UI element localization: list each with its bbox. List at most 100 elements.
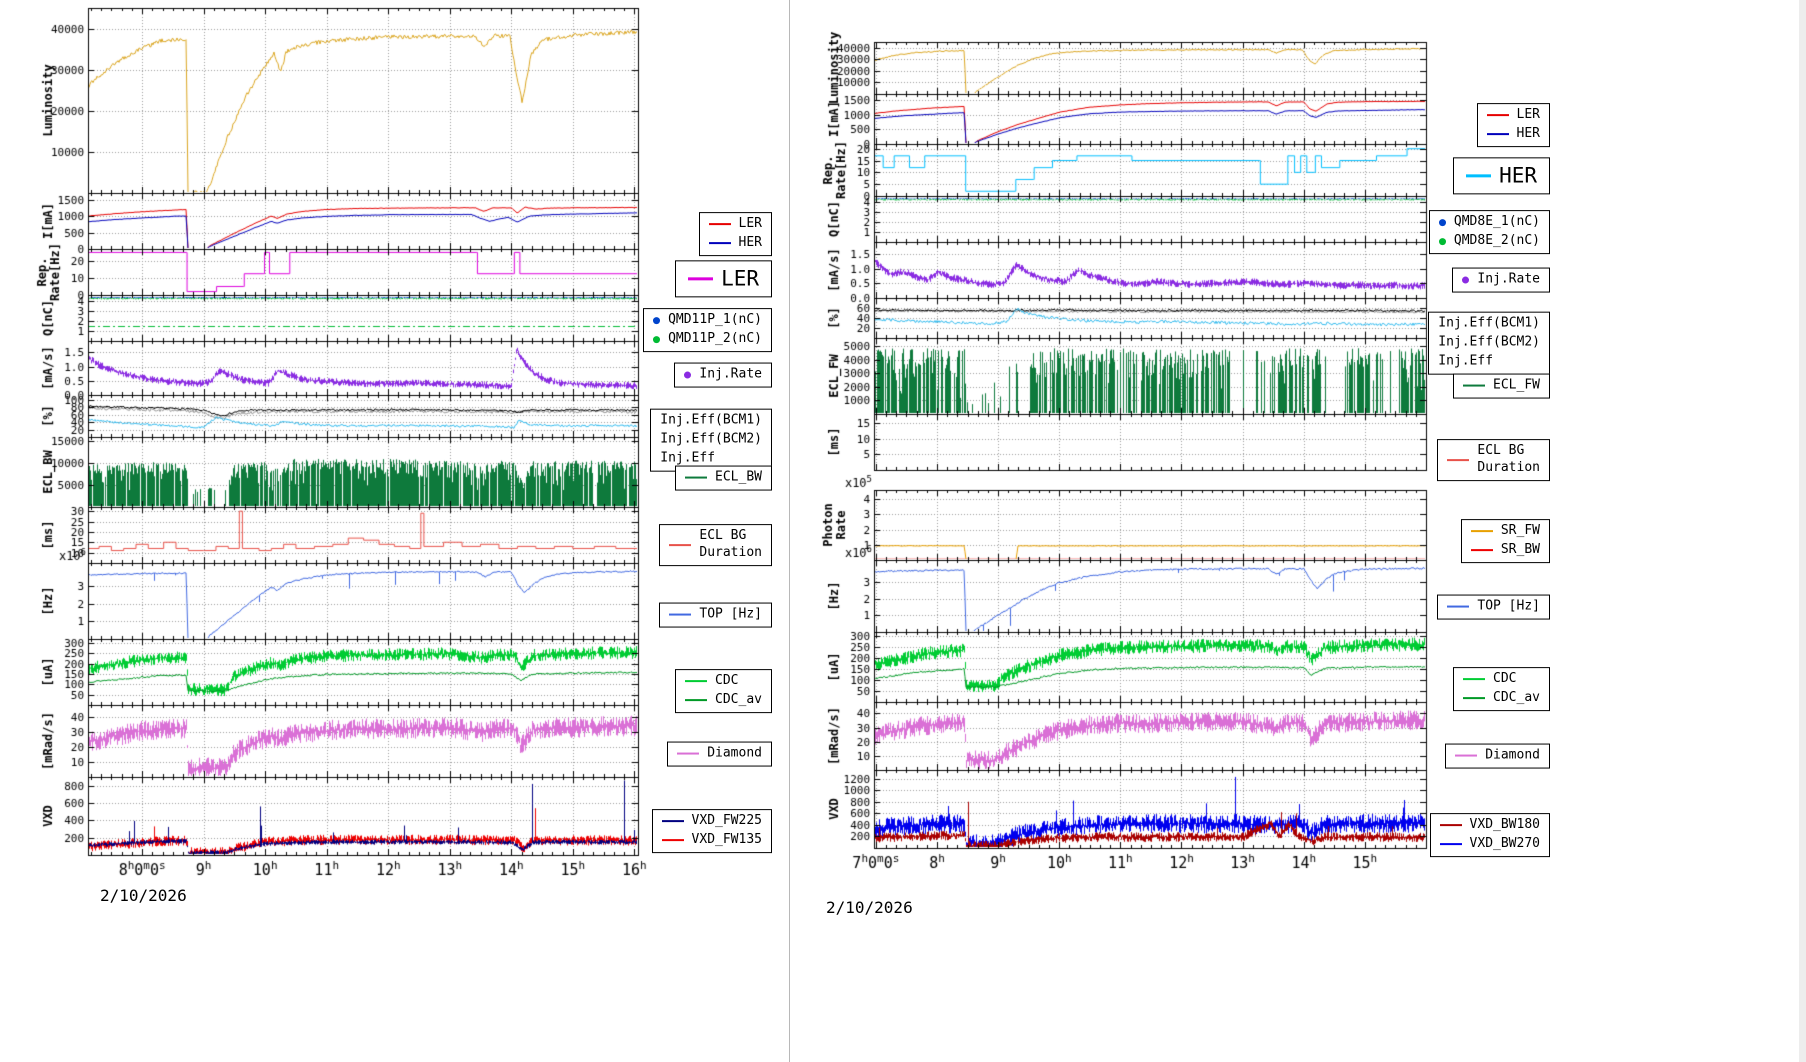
- legend-inj-rate: Inj.Rate: [674, 362, 772, 388]
- legend-label: Diamond: [707, 745, 762, 761]
- legend-label: VXD_FW225: [691, 813, 762, 829]
- legend-vxd: VXD_FW225 VXD_FW135: [651, 809, 772, 853]
- legend-ecl-bg: ECL BG Duration: [1437, 439, 1550, 481]
- legend-label: CDC: [1493, 671, 1517, 687]
- right-edge-strip: [1799, 0, 1806, 1062]
- legend-item: SR_BW: [1470, 542, 1540, 559]
- line-marker: [685, 476, 708, 479]
- date-label-left: 2/10/2026: [100, 886, 187, 905]
- legend-item: CDC: [685, 673, 762, 690]
- legend-item: VXD_BW270: [1439, 836, 1540, 853]
- legend-item: ECL BG Duration: [1447, 443, 1540, 477]
- legend-label: TOP [Hz]: [1477, 598, 1540, 614]
- legend-item: Inj.Rate: [684, 367, 762, 384]
- legend-item: VXD_BW180: [1439, 817, 1540, 834]
- line-marker: [1466, 174, 1492, 178]
- legend-item: HER: [708, 235, 762, 252]
- legend-label: Inj.Rate: [1477, 271, 1540, 287]
- legend-vxd: VXD_BW180 VXD_BW270: [1429, 813, 1550, 857]
- line-marker: [708, 223, 731, 226]
- right-plot-panel-canvas: [818, 0, 1518, 1062]
- legend-rep-rate-ler: LER: [675, 260, 772, 298]
- dot-marker: [653, 317, 661, 325]
- line-marker: [1463, 384, 1486, 387]
- legend-label: Inj.Eff(BCM2): [1438, 334, 1540, 350]
- line-marker: [1470, 549, 1493, 552]
- legend-label: SR_BW: [1500, 542, 1540, 557]
- legend-item: Diamond: [1455, 748, 1540, 765]
- legend-label: CDC: [715, 673, 739, 689]
- window-divider: [789, 0, 790, 1062]
- legend-inj-eff: Inj.Eff(BCM1) Inj.Eff(BCM2) Inj.Eff: [650, 408, 772, 472]
- line-marker: [1439, 824, 1462, 827]
- legend-item: LER: [688, 265, 759, 292]
- legend-label: QMD11P_1(nC): [668, 312, 762, 328]
- legend-item: Inj.Eff: [660, 450, 762, 467]
- legend-item: TOP [Hz]: [669, 607, 762, 624]
- legend-ecl-fw: ECL_FW: [1453, 373, 1550, 399]
- line-marker: [669, 613, 692, 616]
- line-marker: [1486, 114, 1509, 117]
- legend-item: LER: [708, 216, 762, 233]
- legend-label: Inj.Eff(BCM1): [660, 412, 762, 428]
- legend-item: Inj.Eff(BCM1): [1438, 316, 1540, 333]
- legend-top: TOP [Hz]: [1437, 594, 1550, 620]
- legend-item: ECL_BW: [685, 470, 762, 487]
- legend-label: LER: [1516, 107, 1540, 123]
- line-marker: [669, 544, 692, 546]
- line-marker: [1463, 678, 1486, 681]
- legend-label: HER: [738, 235, 762, 250]
- legend-label: VXD_FW135: [691, 832, 762, 847]
- legend-item: Diamond: [677, 746, 762, 763]
- legend-diamond: Diamond: [1445, 743, 1550, 769]
- line-marker: [1470, 530, 1493, 533]
- legend-label: Inj.Eff: [660, 450, 716, 466]
- dot-marker: [653, 335, 661, 343]
- legend-label: ECL BG Duration: [699, 528, 762, 560]
- dot-marker: [1438, 237, 1446, 245]
- legend-item: CDC_av: [685, 692, 762, 709]
- legend-label: QMD8E_1(nC): [1453, 214, 1540, 230]
- line-marker: [1447, 605, 1470, 608]
- legend-item: QMD8E_1(nC): [1438, 214, 1540, 231]
- legend-cdc: CDC CDC_av: [1453, 667, 1550, 711]
- legend-label: ECL_FW: [1493, 377, 1540, 393]
- legend-item: Inj.Eff(BCM2): [1438, 335, 1540, 352]
- legend-item: SR_FW: [1470, 523, 1540, 540]
- legend-ecl-bw: ECL_BW: [675, 465, 772, 491]
- legend-label: Inj.Eff: [1438, 353, 1494, 369]
- legend-beam-current: LER HER: [698, 212, 772, 256]
- legend-item: QMD11P_1(nC): [653, 312, 762, 329]
- legend-inj-rate: Inj.Rate: [1452, 267, 1550, 293]
- legend-item: HER: [1466, 162, 1537, 189]
- legend-top: TOP [Hz]: [659, 602, 772, 628]
- dot-marker: [684, 371, 692, 379]
- legend-rep-rate-her: HER: [1453, 157, 1550, 195]
- dot-marker: [1462, 276, 1470, 284]
- legend-label: LER: [738, 216, 762, 232]
- legend-item: Inj.Eff: [1438, 353, 1540, 370]
- line-marker: [1447, 459, 1470, 461]
- legend-item: Inj.Eff(BCM1): [660, 413, 762, 430]
- legend-item: Inj.Eff(BCM2): [660, 432, 762, 449]
- legend-charge: QMD8E_1(nC) QMD8E_2(nC): [1428, 210, 1550, 254]
- legend-label: VXD_BW270: [1469, 836, 1540, 851]
- left-plot-panel-canvas: [0, 0, 700, 1062]
- legend-label: VXD_BW180: [1469, 817, 1540, 833]
- legend-label: Inj.Rate: [699, 366, 762, 382]
- line-marker: [1455, 754, 1478, 757]
- legend-label: Diamond: [1485, 747, 1540, 763]
- dot-marker: [1438, 219, 1446, 227]
- legend-diamond: Diamond: [667, 741, 772, 767]
- legend-label: SR_FW: [1500, 523, 1540, 539]
- legend-item: TOP [Hz]: [1447, 599, 1540, 616]
- legend-label: CDC_av: [715, 692, 762, 707]
- line-marker: [661, 839, 684, 842]
- legend-label: HER: [1499, 163, 1537, 188]
- legend-label: CDC_av: [1493, 690, 1540, 705]
- legend-ecl-bg: ECL BG Duration: [659, 524, 772, 566]
- legend-item: LER: [1486, 107, 1540, 124]
- legend-charge: QMD11P_1(nC) QMD11P_2(nC): [643, 308, 772, 352]
- legend-label: Inj.Eff(BCM1): [1438, 315, 1540, 331]
